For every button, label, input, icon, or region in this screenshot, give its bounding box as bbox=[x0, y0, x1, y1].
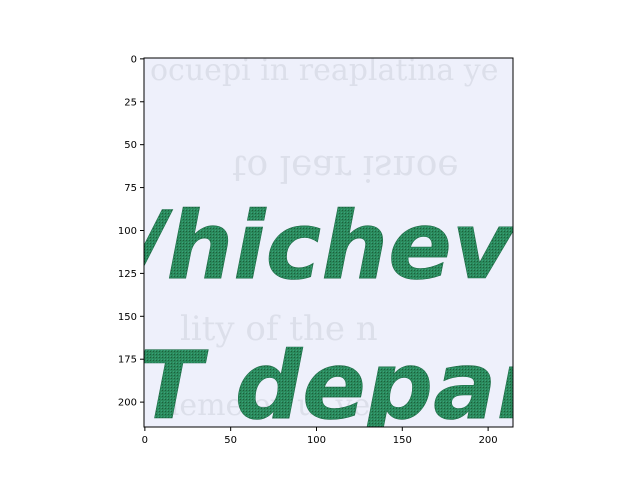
y-tick-label: 100 bbox=[118, 226, 137, 237]
plot-frame bbox=[143, 57, 514, 428]
y-tick-label: 150 bbox=[118, 312, 137, 323]
x-axis: 0 50 100 150 200 bbox=[142, 427, 498, 446]
y-tick-label: 0 bbox=[131, 54, 137, 65]
image-text-line1: /hicheve bbox=[122, 192, 577, 301]
y-tick-label: 25 bbox=[124, 97, 137, 108]
image-background bbox=[144, 58, 513, 427]
y-tick-label: 200 bbox=[118, 398, 137, 409]
x-tick-label: 150 bbox=[393, 435, 412, 446]
x-tick-label: 0 bbox=[142, 435, 148, 446]
y-tick-label: 175 bbox=[118, 355, 137, 366]
svg-text:to lear isnoe: to lear isnoe bbox=[232, 147, 459, 188]
image-text-line2: T depart bbox=[138, 332, 591, 441]
svg-text:lity of the n: lity of the n bbox=[180, 309, 378, 349]
x-tick-label: 100 bbox=[307, 435, 326, 446]
y-tick-label: 50 bbox=[124, 140, 137, 151]
y-tick-label: 125 bbox=[118, 269, 137, 280]
ghost-text: ocuepi in reaplatina ye to lear isnoe li… bbox=[150, 53, 499, 423]
image-area: ocuepi in reaplatina ye to lear isnoe li… bbox=[122, 53, 591, 441]
x-tick-label: 200 bbox=[479, 435, 498, 446]
y-tick-label: 75 bbox=[124, 183, 137, 194]
svg-text:ocuepi in reaplatina ye: ocuepi in reaplatina ye bbox=[150, 53, 499, 88]
x-tick-label: 50 bbox=[224, 435, 237, 446]
y-axis: 0 25 50 75 100 125 150 175 200 bbox=[118, 54, 144, 409]
svg-text:neme ev ul ve: neme ev ul ve bbox=[160, 388, 370, 423]
